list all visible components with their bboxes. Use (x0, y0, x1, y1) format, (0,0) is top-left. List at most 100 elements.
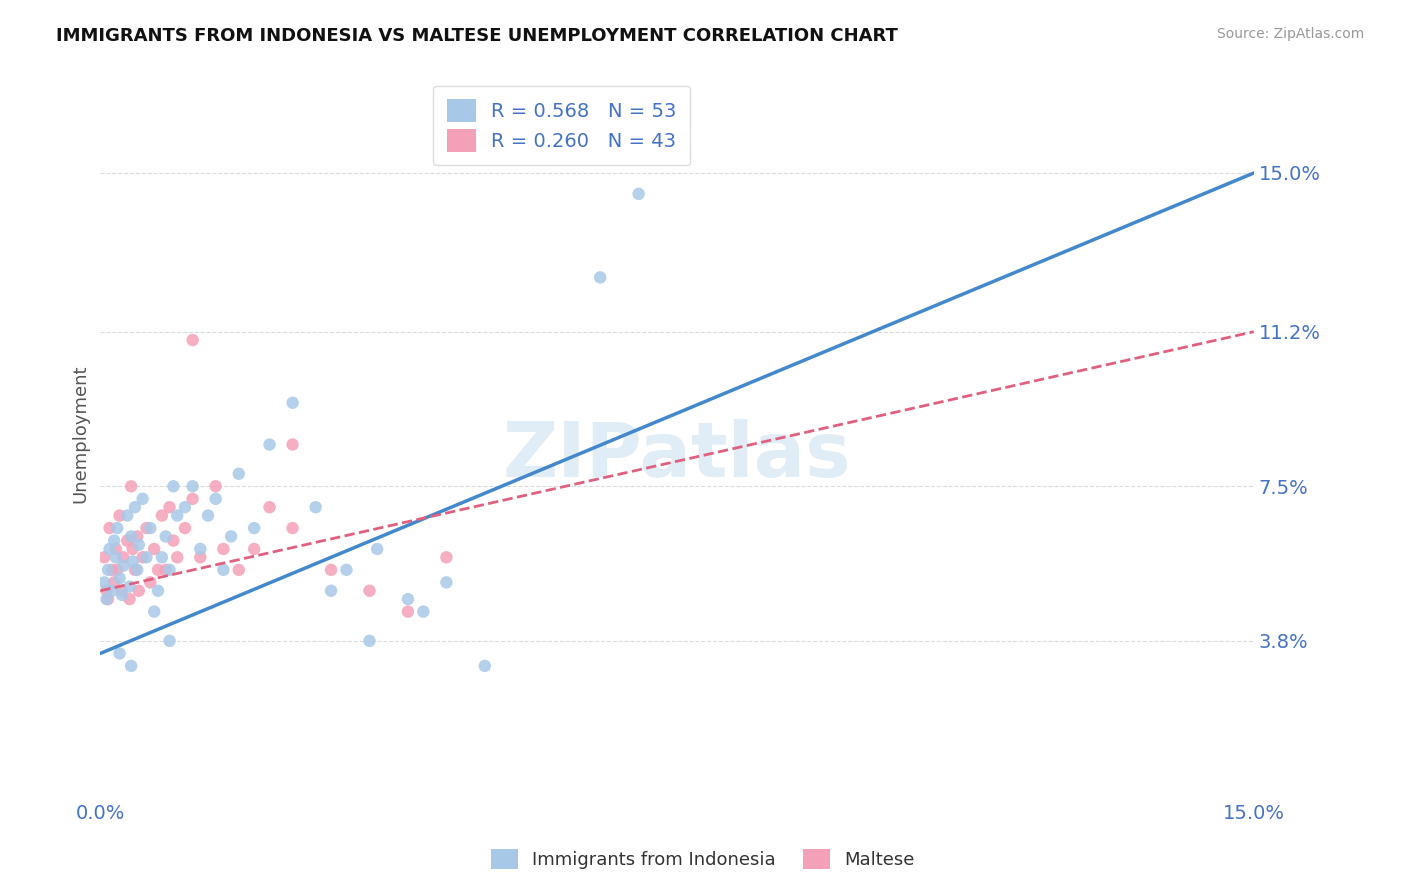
Point (98, 541, 121, 556)
Point (131, 491, 153, 506)
Point (474, 659, 496, 673)
Point (359, 583, 381, 598)
Point (259, 437, 281, 451)
Point (434, 550, 457, 565)
Point (101, 583, 124, 598)
Point (128, 583, 150, 598)
Point (97, 563, 120, 577)
Point (103, 575, 125, 590)
Point (366, 541, 388, 556)
Point (139, 521, 162, 535)
Point (166, 508, 188, 523)
Point (396, 605, 419, 619)
Point (281, 395, 304, 409)
Point (319, 563, 342, 577)
Point (93, 550, 115, 565)
Point (150, 550, 173, 565)
Point (228, 467, 250, 481)
Point (197, 508, 219, 523)
Point (111, 588, 134, 602)
Point (131, 550, 153, 565)
Point (120, 479, 142, 493)
Point (139, 575, 162, 590)
Point (212, 563, 235, 577)
Point (259, 500, 281, 515)
Point (155, 563, 177, 577)
Point (135, 521, 157, 535)
Point (112, 558, 135, 573)
Point (228, 563, 250, 577)
Point (412, 605, 434, 619)
Text: Source: ZipAtlas.com: Source: ZipAtlas.com (1216, 27, 1364, 41)
Point (103, 533, 125, 548)
Point (181, 333, 204, 347)
Point (98, 521, 121, 535)
Point (120, 529, 142, 543)
Point (162, 479, 184, 493)
Text: ZIPatlas: ZIPatlas (503, 419, 852, 493)
Point (108, 647, 131, 661)
Point (96, 592, 118, 607)
Point (127, 563, 149, 577)
Point (281, 437, 304, 451)
Point (359, 633, 381, 648)
Point (396, 592, 419, 607)
Point (108, 571, 131, 585)
Point (627, 186, 650, 201)
Point (143, 605, 166, 619)
Point (305, 500, 328, 515)
Point (135, 550, 157, 565)
Point (319, 583, 342, 598)
Point (188, 541, 211, 556)
Point (112, 550, 135, 565)
Point (101, 563, 124, 577)
Point (162, 533, 184, 548)
Y-axis label: Unemployment: Unemployment (72, 365, 89, 503)
Point (111, 583, 134, 598)
Point (97, 592, 120, 607)
Point (108, 508, 131, 523)
Point (166, 550, 188, 565)
Point (121, 554, 143, 568)
Point (188, 550, 211, 565)
Point (281, 521, 304, 535)
Point (174, 521, 197, 535)
Point (96, 583, 118, 598)
Point (104, 550, 127, 565)
Point (159, 500, 181, 515)
Point (104, 541, 127, 556)
Point (118, 580, 141, 594)
Point (118, 592, 141, 607)
Point (159, 563, 181, 577)
Point (204, 479, 226, 493)
Point (150, 508, 173, 523)
Point (212, 541, 235, 556)
Point (146, 583, 169, 598)
Point (219, 529, 242, 543)
Point (105, 563, 128, 577)
Text: IMMIGRANTS FROM INDONESIA VS MALTESE UNEMPLOYMENT CORRELATION CHART: IMMIGRANTS FROM INDONESIA VS MALTESE UNE… (56, 27, 898, 45)
Legend: R = 0.568   N = 53, R = 0.260   N = 43: R = 0.568 N = 53, R = 0.260 N = 43 (433, 86, 690, 166)
Point (243, 541, 266, 556)
Point (434, 575, 457, 590)
Point (243, 521, 266, 535)
Point (181, 491, 204, 506)
Point (174, 500, 197, 515)
Point (124, 500, 146, 515)
Point (335, 563, 357, 577)
Point (143, 541, 166, 556)
Point (120, 659, 142, 673)
Point (93, 575, 115, 590)
Legend: Immigrants from Indonesia, Maltese: Immigrants from Indonesia, Maltese (482, 839, 924, 879)
Point (181, 479, 204, 493)
Point (128, 538, 150, 552)
Point (159, 633, 181, 648)
Point (105, 521, 128, 535)
Point (127, 529, 149, 543)
Point (117, 508, 139, 523)
Point (124, 563, 146, 577)
Point (589, 270, 612, 285)
Point (121, 541, 143, 556)
Point (204, 491, 226, 506)
Point (146, 563, 169, 577)
